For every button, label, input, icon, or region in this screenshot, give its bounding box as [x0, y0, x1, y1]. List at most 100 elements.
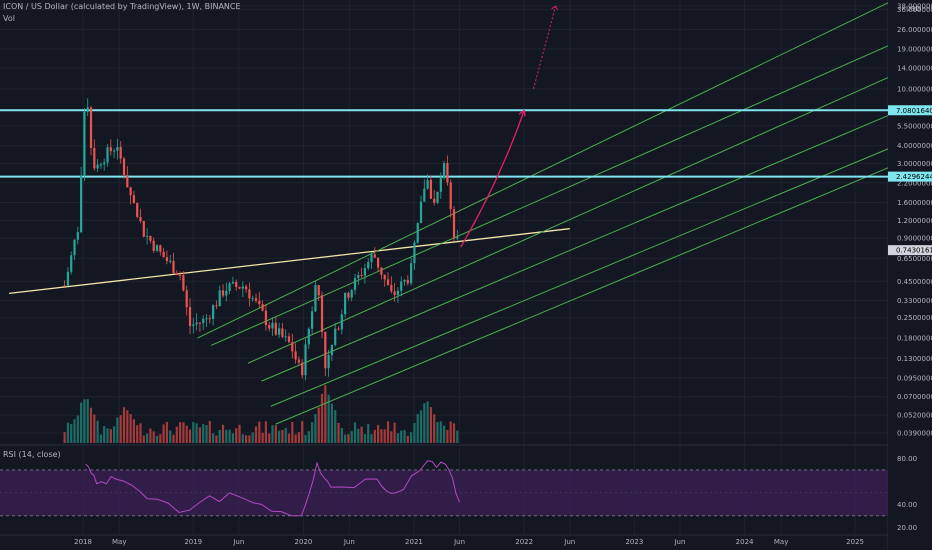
price-unit: USD: [906, 5, 921, 13]
volume-bar: [396, 433, 400, 443]
candle-body: [353, 278, 357, 290]
candle-body: [99, 164, 103, 166]
candle-body: [386, 279, 390, 285]
x-tick-label: Jun: [673, 538, 685, 546]
candle-body: [119, 147, 122, 159]
y-tick-label: 26.00000000: [897, 26, 932, 34]
candle-body: [70, 255, 73, 272]
x-tick-label: 2019: [184, 538, 202, 546]
candle-body: [215, 305, 218, 307]
candle-body: [149, 235, 152, 241]
candle-body: [116, 147, 119, 151]
volume-bar: [136, 425, 139, 443]
candle-body: [334, 328, 337, 346]
x-tick-label: 2018: [74, 538, 92, 546]
candle-body: [231, 281, 235, 284]
volume-bar: [274, 425, 277, 443]
volume-bar: [106, 428, 109, 443]
y-tick-label: 0.25000000: [897, 314, 932, 322]
candle-body: [410, 263, 413, 284]
volume-bar: [175, 426, 178, 443]
volume-bar: [416, 413, 419, 443]
volume-bar: [198, 427, 202, 443]
volume-bar: [93, 414, 96, 443]
volume-bar: [228, 429, 231, 443]
volume-bar: [261, 432, 264, 443]
candle-body: [347, 292, 350, 298]
volume-bar: [122, 407, 126, 443]
candle-body: [182, 275, 185, 291]
volume-bar: [179, 422, 182, 443]
candle-body: [330, 345, 334, 356]
volume-bar: [202, 424, 205, 443]
current-price-tag: [888, 245, 932, 256]
volume-bar: [169, 430, 172, 443]
volume-bar: [320, 393, 324, 443]
volume-bar: [386, 421, 390, 443]
volume-bar: [456, 430, 459, 443]
rsi-line: [85, 460, 461, 517]
volume-bar: [99, 434, 103, 443]
volume-bar: [149, 428, 152, 443]
candle-body: [136, 202, 139, 217]
x-tick-label: May: [112, 538, 126, 546]
volume-bar: [109, 429, 112, 443]
candle-body: [202, 318, 205, 323]
candle-body: [96, 164, 99, 169]
support-trendline: [8, 228, 570, 295]
y-tick-label: 38.00000000: [897, 3, 932, 11]
candle-body: [106, 147, 109, 163]
volume-bar: [297, 432, 301, 443]
candle-body: [185, 290, 188, 308]
volume-bar: [66, 422, 70, 443]
candle-body: [360, 274, 363, 276]
x-tick-label: Jun: [343, 538, 355, 546]
volume-bar: [367, 424, 370, 443]
volume-bar: [139, 423, 142, 443]
volume-bar: [248, 435, 251, 443]
volume-bar: [129, 414, 132, 443]
candle-body: [363, 268, 367, 276]
candle-body: [337, 328, 340, 330]
candle-body: [327, 355, 330, 369]
channel-line: [275, 167, 889, 425]
y-tick-label: 10.00000000: [897, 85, 932, 93]
volume-bar: [449, 421, 452, 443]
volume-bar: [159, 434, 162, 443]
x-tick-label: 2023: [625, 538, 643, 546]
volume-bar: [238, 424, 241, 443]
volume-bar: [76, 415, 79, 443]
candle-body: [456, 237, 459, 239]
rsi-label: RSI (14, close): [3, 450, 61, 459]
y-tick-label: 19.00000000: [897, 46, 932, 54]
y-tick-label: 0.90000000: [897, 235, 932, 243]
drawings[interactable]: [0, 2, 889, 425]
volume-bar: [383, 429, 386, 443]
candle-body: [205, 318, 208, 320]
volume-bar: [410, 432, 413, 443]
volume-bar: [294, 434, 297, 443]
candle-body: [241, 286, 244, 289]
volume-bar: [208, 420, 211, 443]
projection-arrowhead: [518, 109, 526, 117]
candle-body: [406, 279, 409, 284]
volume-bar: [452, 423, 456, 443]
candle-body: [304, 344, 307, 376]
candle-body: [324, 331, 327, 369]
candle-body: [443, 163, 446, 178]
volume-bar: [324, 385, 327, 443]
candle-body: [373, 254, 376, 258]
candle-body: [446, 163, 449, 183]
y-tick-label: 5.50000000: [897, 122, 932, 130]
candle-body: [139, 216, 142, 222]
candle-body: [129, 187, 132, 196]
volume-bar: [347, 434, 350, 443]
volume-bar: [311, 422, 314, 443]
candle-body: [218, 290, 221, 307]
candle-body: [89, 107, 93, 149]
candle-body: [367, 262, 370, 269]
candle-body: [162, 251, 165, 258]
candle-body: [403, 279, 406, 282]
volume-bar: [340, 427, 343, 443]
